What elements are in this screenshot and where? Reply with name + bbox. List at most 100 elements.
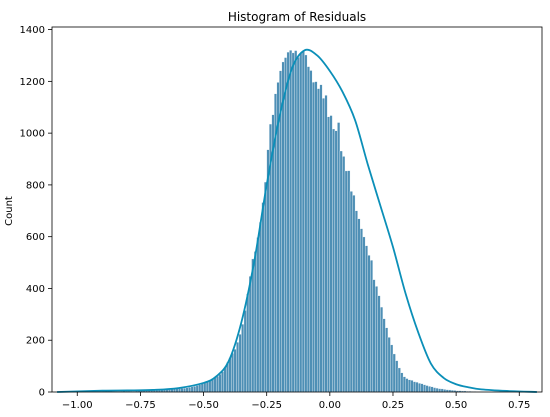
histogram-bar — [347, 170, 351, 393]
histogram-bar — [400, 372, 404, 393]
histogram-bar — [309, 70, 313, 393]
histogram-bar — [218, 373, 222, 393]
histogram-bar — [430, 386, 434, 393]
histogram-bar — [251, 258, 255, 393]
histogram-bar — [377, 295, 381, 393]
histogram-bars — [102, 50, 485, 393]
histogram-bar — [226, 362, 229, 393]
histogram-bar — [375, 286, 378, 393]
histogram-bar — [210, 378, 214, 393]
histogram-bar — [435, 387, 439, 393]
histogram-bar — [231, 353, 235, 393]
histogram-bar — [332, 128, 336, 393]
histogram-bar — [440, 388, 444, 393]
plot-frame — [51, 26, 543, 393]
histogram-bar — [304, 54, 308, 393]
histogram-bar — [329, 115, 333, 393]
histogram-bar — [425, 385, 429, 393]
histogram-bar — [415, 382, 419, 393]
histogram-bar — [198, 384, 202, 393]
histogram-bar — [195, 385, 199, 393]
y-axis-label: Count — [4, 196, 15, 226]
histogram-bar — [203, 382, 207, 393]
y-axis-ticks: 0 200 400 600 800 1000 1200 1400 — [20, 25, 52, 399]
histogram-bar — [281, 61, 285, 393]
y-tick-label: 200 — [26, 336, 45, 347]
histogram-bar — [213, 377, 217, 393]
x-tick-label: −0.50 — [188, 400, 219, 411]
histogram-bar — [294, 50, 298, 393]
histogram-bar — [319, 84, 323, 393]
histogram-bar — [337, 122, 341, 393]
histogram-bar — [286, 51, 290, 393]
histogram-bar — [253, 251, 257, 393]
y-tick-label: 0 — [39, 388, 45, 399]
histogram-bar — [188, 387, 192, 393]
histogram-bar — [365, 245, 368, 393]
histogram-bar — [243, 310, 247, 393]
histogram-bar — [314, 81, 318, 393]
histogram-bar — [433, 387, 437, 393]
histogram-bar — [241, 324, 245, 393]
histogram-bar — [185, 387, 189, 393]
histogram-bar — [228, 357, 232, 393]
histogram-bar — [420, 383, 424, 393]
histogram-bar — [362, 236, 366, 393]
x-axis-ticks: −1.00 −0.75 −0.50 −0.25 0.00 0.25 0.50 0.75 — [62, 392, 530, 411]
histogram-bar — [354, 210, 358, 393]
x-tick-label: 0.75 — [508, 400, 530, 411]
histogram-bar — [233, 349, 237, 393]
histogram-bar — [311, 81, 315, 393]
histogram-bar — [390, 344, 394, 393]
x-tick-label: 0.00 — [319, 400, 341, 411]
chart-title: Histogram of Residuals — [228, 10, 366, 24]
histogram-bar — [180, 388, 184, 393]
histogram-bar — [221, 371, 224, 393]
histogram-bar — [395, 360, 399, 393]
histogram-bar — [248, 276, 252, 393]
histogram-bar — [216, 376, 219, 393]
histogram-bar — [423, 384, 426, 393]
histogram-bar — [317, 88, 320, 393]
histogram-bar — [301, 50, 305, 393]
y-tick-label: 800 — [26, 180, 45, 191]
histogram-bar — [359, 228, 363, 393]
histogram-bar — [299, 53, 303, 393]
histogram-bar — [264, 181, 267, 393]
histogram-bar — [324, 95, 328, 393]
histogram-bar — [322, 98, 325, 393]
histogram-bar — [236, 342, 240, 393]
y-tick-label: 600 — [26, 232, 45, 243]
x-tick-label: 0.25 — [382, 400, 404, 411]
histogram-bar — [289, 50, 293, 393]
histogram-bar — [418, 383, 421, 393]
histogram-bar — [352, 195, 356, 393]
histogram-bar — [344, 170, 348, 393]
histogram-bar — [238, 334, 242, 393]
x-tick-label: −1.00 — [62, 400, 93, 411]
histogram-bar — [382, 318, 386, 393]
histogram-bar — [200, 383, 204, 393]
histogram-bar — [190, 386, 194, 393]
histogram-bar — [261, 202, 265, 393]
histogram-bar — [428, 386, 432, 393]
histogram-bar — [438, 388, 442, 393]
histogram-bar — [291, 52, 295, 393]
y-tick-label: 1200 — [20, 77, 45, 88]
histogram-bar — [284, 57, 288, 393]
histogram-bar — [296, 57, 300, 393]
histogram-bar — [410, 380, 414, 393]
x-tick-label: −0.75 — [125, 400, 156, 411]
histogram-bar — [413, 381, 416, 393]
histogram-bar — [193, 386, 197, 393]
histogram-bar — [405, 378, 409, 393]
histogram-bar — [223, 367, 227, 393]
histogram-bar — [327, 116, 330, 393]
histogram-bar — [372, 279, 376, 393]
histogram-bar — [380, 306, 384, 393]
histogram-bar — [349, 191, 353, 393]
histogram-bar — [407, 379, 411, 393]
x-tick-label: −0.25 — [251, 400, 282, 411]
histogram-bar — [339, 150, 343, 393]
